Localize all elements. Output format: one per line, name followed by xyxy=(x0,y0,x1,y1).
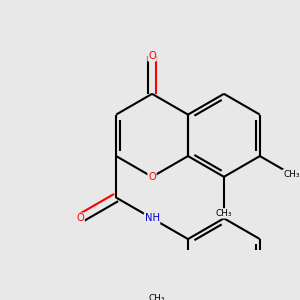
Text: NH: NH xyxy=(145,213,160,223)
Text: O: O xyxy=(148,172,156,182)
Text: CH₃: CH₃ xyxy=(283,170,300,179)
Text: CH₃: CH₃ xyxy=(148,294,165,300)
Text: O: O xyxy=(76,213,84,223)
Text: O: O xyxy=(148,51,156,61)
Text: CH₃: CH₃ xyxy=(216,209,232,218)
